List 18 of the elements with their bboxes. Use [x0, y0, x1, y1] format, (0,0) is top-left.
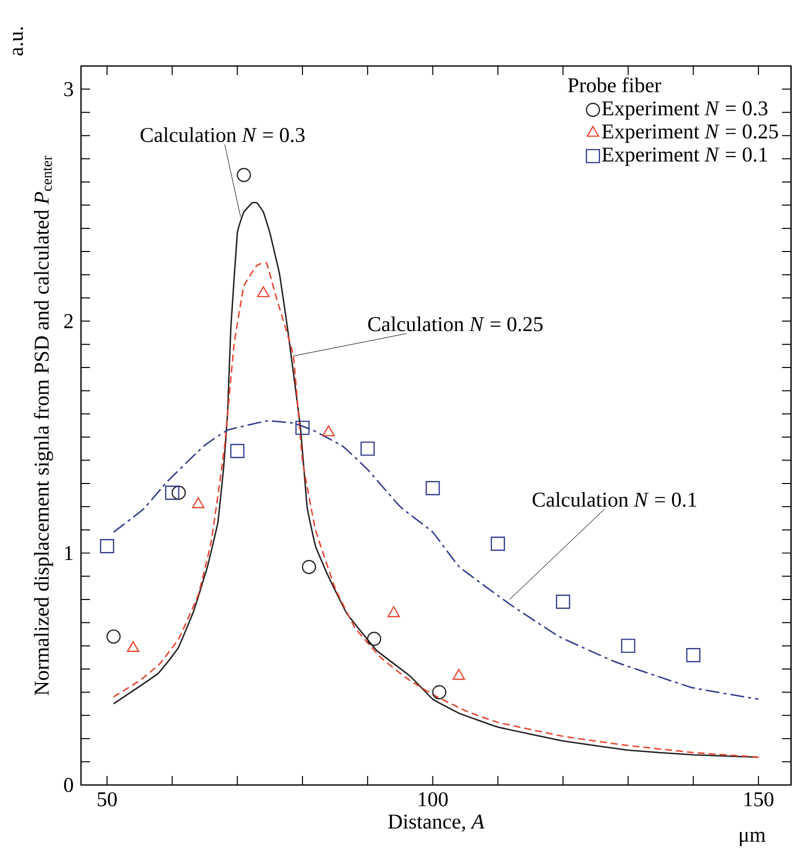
legend-label: Experiment N = 0.25 [602, 124, 778, 143]
x-tick-label: 50 [98, 792, 117, 806]
x-axis-title: Distance, A [388, 814, 484, 832]
annotation: Calculation N = 0.1 [532, 492, 696, 507]
legend-title: Probe fiber [568, 77, 662, 92]
y-tick-label: 3 [64, 82, 73, 96]
y-tick-label: 1 [65, 546, 73, 560]
legend-label: Experiment N = 0.1 [602, 147, 767, 166]
text: a.u. [12, 27, 24, 56]
x-tick-label: 150 [744, 792, 774, 806]
y-tick-label: 0 [64, 778, 74, 792]
annotation: Calculation N = 0.3 [140, 127, 305, 142]
y-axis-title: Normalized displacement signla from PSD and calculated P$_{center}$ [34, 156, 54, 696]
annotation: Calculation N = 0.25 [368, 316, 543, 332]
y-tick-label: 2 [64, 314, 73, 328]
x-tick-label: 100 [418, 792, 448, 806]
text: μm [740, 832, 766, 846]
legend-label: Experiment N = 0.3 [602, 101, 768, 120]
